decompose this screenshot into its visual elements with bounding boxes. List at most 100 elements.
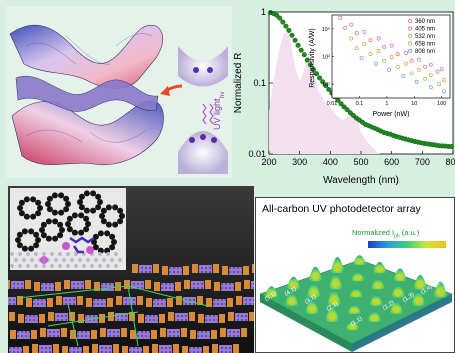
y-tick-label: 1 — [261, 7, 266, 17]
inset-data-point — [401, 73, 406, 78]
graphene-atom — [10, 264, 14, 268]
graphene-atom — [58, 252, 62, 256]
carbon-atom — [58, 209, 65, 216]
data-point — [338, 101, 344, 107]
inset-x-tick-label: 1 — [385, 101, 388, 107]
carbon-atom — [18, 210, 25, 217]
carbon-atom — [112, 221, 119, 228]
channel-dots — [99, 345, 112, 353]
gold-electrode — [62, 346, 68, 353]
inset-data-point — [376, 49, 381, 53]
pixel-labels: (5,1) (4,1) (3,1) (2,1) (1,1) (1,2) (1,3) (1,4)… — [264, 276, 448, 328]
inset-data-point — [428, 62, 433, 67]
inset-y-ticks: 10¹ 10³ 10⁵ — [322, 26, 334, 88]
gold-electrode — [100, 328, 106, 337]
photon-wave-icon — [202, 103, 207, 125]
gold-electrode — [48, 312, 54, 321]
data-point — [277, 15, 283, 21]
photocurrent-peak — [372, 261, 387, 274]
gold-electrode — [153, 264, 159, 273]
gold-electrode — [83, 346, 89, 353]
data-point — [344, 107, 350, 113]
inset-y-tick-label: 10¹ — [322, 82, 330, 88]
photocurrent-peak — [345, 320, 360, 331]
gold-electrode — [252, 264, 254, 273]
carbon-atom — [15, 237, 21, 243]
channel-dots — [47, 329, 60, 337]
hole-dot — [189, 137, 195, 143]
data-point — [286, 27, 292, 33]
carbon-atom — [109, 233, 116, 240]
channel-dots — [153, 299, 166, 307]
data-point — [313, 71, 319, 77]
colorbar — [368, 241, 446, 248]
photocurrent-peak — [369, 294, 384, 306]
channel-dots — [39, 345, 52, 353]
channel-dots — [8, 297, 16, 305]
gold-electrode — [213, 264, 219, 273]
data-point — [301, 52, 307, 58]
gold-electrode — [70, 330, 76, 339]
channel-dots — [137, 331, 150, 339]
channel-dots — [221, 283, 234, 291]
channel-dots — [129, 347, 142, 353]
pixel-label: (1,3) — [402, 292, 416, 304]
legend-marker — [407, 41, 413, 46]
inset-data-point — [404, 61, 408, 66]
carbon-atom — [33, 231, 40, 238]
photocurrent-peak — [264, 286, 279, 298]
gold-electrode — [219, 314, 225, 323]
photocurrent-peak — [306, 283, 321, 298]
gold-electrode — [168, 312, 174, 321]
photocurrent-peak — [371, 278, 385, 290]
carbon-atom — [119, 213, 125, 219]
inset-data-point — [389, 55, 394, 60]
graphene-atom — [30, 258, 34, 262]
carbon-atom — [30, 213, 37, 220]
pixel-label: (1,5) — [434, 276, 448, 288]
gold-electrode — [8, 280, 10, 289]
carbon-atom — [28, 245, 35, 252]
carbon-atom — [16, 242, 23, 249]
gold-electrode — [10, 330, 16, 339]
carbon-atom — [90, 190, 97, 197]
gold-electrode — [18, 314, 24, 323]
graphene-atom — [78, 258, 82, 262]
graphene-atom — [66, 252, 70, 256]
gold-electrode — [212, 344, 218, 353]
carbon-atom — [65, 221, 71, 227]
inset-data-point — [382, 58, 387, 63]
channel-dots — [251, 281, 254, 289]
inset-data-point — [417, 67, 422, 72]
graphene-atom — [86, 258, 90, 262]
graphene-atom — [58, 264, 62, 268]
channel-dots — [145, 315, 158, 323]
electron-dot — [207, 67, 213, 73]
graphene-atom — [26, 264, 30, 268]
reflectance-chart: 200 300 400 500 600 700 800 1 0.1 0.01 Wavelengt… — [232, 6, 455, 186]
channel-dots — [69, 347, 82, 353]
gold-electrode — [121, 328, 127, 337]
middle-band-surface — [15, 76, 159, 112]
gold-electrode — [192, 264, 198, 273]
carbon-atom — [105, 204, 112, 211]
photocurrent-peak — [349, 287, 363, 298]
hole-dot — [200, 134, 206, 140]
gold-electrode — [129, 312, 135, 321]
gold-electrode — [124, 280, 130, 289]
gold-electrode — [26, 298, 32, 307]
graphene-atom — [34, 264, 38, 268]
inset-data-point — [359, 55, 364, 60]
arrow-icon — [160, 84, 183, 96]
legend-marker — [407, 48, 413, 54]
gold-electrode — [249, 312, 254, 321]
carbon-atom — [63, 195, 70, 202]
gold-electrode — [176, 296, 182, 305]
channel-dots — [189, 347, 202, 353]
gold-electrode — [143, 346, 149, 353]
photocurrent-map: All-carbon UV photodetector array Normal… — [255, 197, 455, 353]
inset-data-point — [414, 79, 419, 84]
inset-x-tick-label: 0.01 — [327, 101, 338, 107]
inset-y-tick-label: 10⁵ — [322, 26, 330, 33]
carbon-atom — [78, 204, 85, 211]
